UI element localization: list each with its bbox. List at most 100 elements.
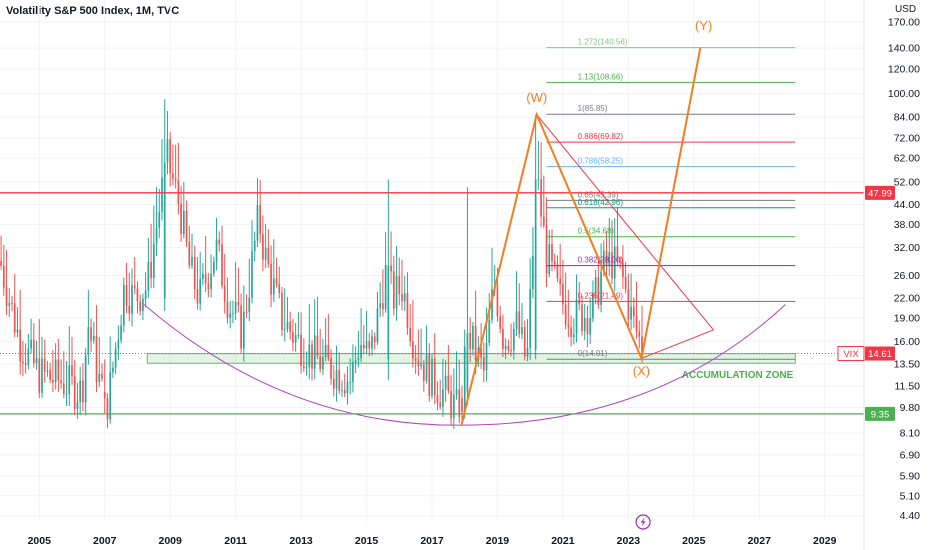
candle-body: [38, 358, 41, 393]
candle-body: [24, 363, 27, 365]
fib-level-label: 0.618(42.96): [578, 198, 624, 207]
candle-body: [253, 240, 256, 252]
candle-body: [422, 364, 425, 381]
x-tick-label: 2017: [420, 535, 444, 547]
candle-body: [180, 203, 182, 235]
candle-body: [237, 302, 240, 306]
y-tick-label: 19.00: [894, 313, 920, 325]
candle-body: [641, 336, 643, 355]
y-axis[interactable]: 170.00 140.00 120.00 100.00 84.00 72.00 62.00 5…: [863, 0, 920, 550]
chart-grid: [0, 0, 864, 522]
candle-body: [442, 389, 444, 407]
candle-body: [332, 378, 335, 389]
accumulation-zone-rect: [146, 353, 796, 364]
candle-body: [251, 251, 253, 298]
candle-body: [71, 365, 73, 377]
lightning-icon-bolt: [640, 517, 646, 527]
candle-body: [373, 336, 376, 343]
candle-body: [114, 348, 117, 368]
candle-body: [324, 344, 327, 358]
x-axis[interactable]: 2005 2007 2009 2011 2013 2015 2017 2019 2021 2023…: [28, 514, 837, 547]
candle-body: [240, 305, 242, 349]
candle-body: [622, 262, 624, 277]
fibonacci-extension: 1.272(140.56) 1.13(108.66) 1(85.85) 0.886(6…: [546, 38, 796, 360]
candle-body: [210, 273, 212, 290]
candle-body: [455, 389, 458, 395]
candle-body: [103, 391, 106, 399]
candle-body: [556, 264, 559, 279]
candle-body: [161, 177, 163, 212]
candle-body: [436, 394, 439, 403]
candle-body: [242, 311, 245, 349]
candle-body: [365, 341, 368, 349]
candle-body: [218, 239, 221, 245]
candle-body: [60, 380, 62, 384]
candle-body: [150, 261, 152, 278]
candle-body: [534, 179, 537, 350]
candle-body: [480, 348, 482, 358]
candle-body: [338, 369, 341, 391]
candle-body: [553, 261, 556, 265]
candle-body: [417, 360, 420, 367]
candle-body: [297, 334, 300, 336]
x-tick-label: 2027: [748, 535, 772, 547]
candle-body: [0, 260, 2, 266]
candle-body: [193, 256, 196, 290]
x-tick-label: 2009: [159, 535, 183, 547]
level-badge-text: 47.99: [868, 188, 892, 199]
candle-body: [567, 324, 570, 328]
y-tick-label: 170.00: [888, 16, 920, 28]
candle-body: [155, 227, 158, 244]
fib-level-label: 1.272(140.56): [578, 38, 628, 47]
candle-body: [223, 285, 226, 302]
candle-body: [499, 316, 502, 329]
candle-body: [616, 246, 619, 262]
candle-body: [139, 301, 142, 311]
accumulation-zone: ACCUMULATION ZONE: [146, 353, 796, 381]
candle-body: [529, 289, 532, 348]
candle-body: [409, 327, 412, 342]
candle-body: [474, 326, 477, 361]
candle-body: [420, 364, 422, 367]
wave-label: (W): [526, 90, 547, 105]
candle-body: [572, 334, 575, 338]
y-tick-label: 44.00: [894, 199, 920, 211]
lightning-icon[interactable]: [635, 514, 651, 530]
candle-body: [354, 360, 357, 362]
candle-body: [384, 264, 387, 310]
candle-body: [313, 335, 316, 369]
candle-body: [101, 373, 103, 379]
candle-body: [431, 358, 433, 396]
candle-body: [256, 205, 259, 241]
candle-body: [174, 178, 177, 181]
candle-body: [327, 344, 330, 359]
candle-body: [463, 346, 466, 412]
candle-body: [177, 180, 180, 204]
candle-body: [302, 365, 305, 369]
candle-body: [109, 372, 112, 420]
candle-body: [562, 284, 564, 305]
y-tick-label: 26.00: [894, 270, 920, 282]
y-tick-label: 140.00: [888, 43, 920, 55]
candle-body: [589, 318, 592, 335]
fib-level-label: 0.886(69.82): [578, 132, 624, 141]
fib-level-label: 1(85.85): [578, 104, 608, 113]
candle-body: [586, 318, 589, 335]
candle-body: [488, 319, 491, 343]
candle-body: [316, 335, 319, 357]
last-price-badge: [865, 346, 895, 361]
candle-body: [204, 273, 207, 284]
candle-body: [202, 273, 204, 279]
candle-body: [521, 327, 523, 334]
symbol-badge: [837, 346, 865, 362]
candle-body: [188, 241, 191, 266]
candle-body: [564, 304, 567, 325]
candle-body: [602, 250, 605, 272]
candle-body: [414, 358, 417, 361]
candle-body: [425, 354, 428, 381]
y-tick-label: 38.00: [894, 219, 920, 231]
candle-body: [2, 265, 5, 288]
candle-body: [597, 277, 600, 305]
candle-body: [300, 334, 302, 366]
